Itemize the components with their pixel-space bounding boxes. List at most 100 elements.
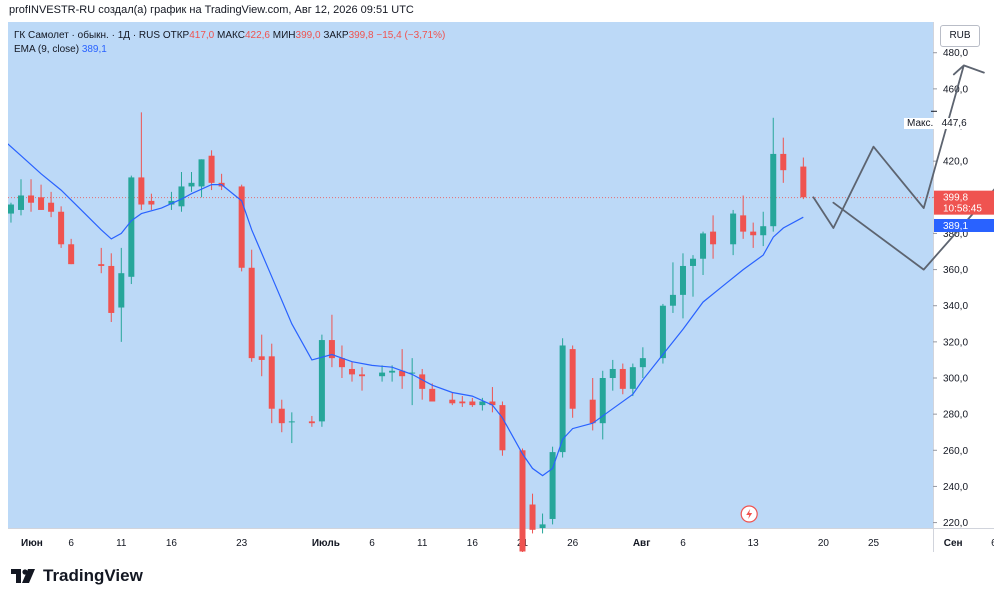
last-price-tag-value: 399,8: [943, 193, 968, 204]
candle-body: [148, 200, 155, 205]
last-price-tag-timer: 10:58:45: [943, 204, 982, 215]
x-tick-label: Сен: [944, 538, 963, 549]
candle-body: [108, 265, 115, 313]
y-tick-label: 460,0: [943, 84, 968, 95]
candle-body: [589, 399, 596, 424]
max-label-value: 447,6: [941, 118, 967, 129]
y-tick-label: 240,0: [943, 482, 968, 493]
candle-body: [379, 372, 386, 377]
tradingview-brand: TradingView: [43, 566, 143, 585]
candle-body: [549, 452, 556, 519]
open-value: 417,0: [189, 30, 215, 41]
candle-body: [449, 399, 456, 404]
candle-body: [8, 204, 14, 214]
candle-body: [479, 401, 486, 406]
candle-body: [168, 200, 175, 205]
x-tick-label: Июль: [312, 538, 340, 549]
x-tick-label: 6: [369, 538, 375, 549]
candle-body: [559, 345, 566, 453]
candle-body: [308, 421, 315, 424]
candle-body: [669, 294, 676, 306]
candlestick-chart[interactable]: 220,0 240,0 260,0 280,0 300,0 320,0 340,0 360,0…: [8, 22, 994, 552]
plot-background: [8, 22, 933, 528]
candle-body: [318, 340, 325, 422]
candle-body: [58, 211, 65, 245]
tradingview-logo[interactable]: TradingView: [11, 566, 143, 586]
low-value: 399,0: [295, 30, 321, 41]
candle-body: [629, 367, 636, 389]
candle-body: [710, 231, 717, 245]
candle-body: [238, 186, 245, 268]
candle-body: [188, 182, 195, 187]
x-tick-label: 20: [818, 538, 830, 549]
candle-body: [328, 340, 335, 359]
candle-body: [38, 197, 45, 210]
ema-tag: [934, 218, 994, 232]
candle-body: [469, 401, 476, 406]
candle-body: [348, 368, 355, 375]
candle-body: [760, 226, 767, 236]
candle-body: [98, 264, 105, 266]
x-tick-label: 16: [166, 538, 178, 549]
candle-body: [278, 408, 285, 424]
candle-body: [770, 153, 777, 227]
x-tick-label: 25: [868, 538, 880, 549]
high-value: 422,6: [244, 30, 270, 41]
candle-body: [429, 388, 436, 402]
candle-body: [68, 244, 75, 265]
candle-body: [389, 370, 396, 373]
candle-body: [639, 358, 646, 368]
lightning-glyph: [746, 509, 753, 519]
candle-body: [489, 401, 496, 406]
candle-body: [118, 273, 125, 308]
candle-body: [539, 524, 546, 528]
last-price-tag: [934, 190, 994, 215]
candle-body: [399, 370, 406, 377]
candle-body: [409, 372, 416, 374]
candle-body: [48, 202, 55, 212]
candles-group: [8, 112, 807, 552]
close-label: ЗАКР: [323, 30, 349, 41]
candle-body: [499, 405, 506, 451]
candle-body: [599, 378, 606, 424]
candle-body: [730, 213, 737, 245]
candle-body: [780, 153, 787, 171]
candle-body: [138, 177, 145, 205]
open-label: ОТКР: [162, 30, 190, 41]
candle-body: [248, 267, 255, 359]
x-tick-label: 13: [748, 538, 760, 549]
x-tick-label: Июн: [21, 538, 43, 549]
candle-body: [459, 401, 466, 404]
forecast-arrow: [832, 188, 994, 271]
candle-body: [419, 374, 426, 389]
x-tick-label: 6: [991, 538, 994, 549]
candle-body: [28, 195, 35, 203]
ema-line: [8, 143, 804, 477]
currency-button[interactable]: RUB: [940, 25, 980, 47]
max-price-label: Макс. 447,6: [904, 118, 970, 129]
x-tick-label: 11: [417, 538, 428, 549]
candle-body: [679, 265, 686, 295]
legend-row-ohlc: ГК Самолет · обыкн. · 1Д · RUS ОТКР417,0…: [14, 29, 445, 43]
candle-body: [338, 358, 345, 368]
y-tick-label: 220,0: [943, 518, 968, 529]
candle-body: [128, 177, 135, 277]
x-tick-label: 26: [567, 538, 579, 549]
candle-body: [359, 374, 366, 377]
high-label: МАКС: [217, 30, 245, 41]
legend-row-ema: EMA (9, close) 389,1: [14, 43, 445, 57]
y-tick-label: 280,0: [943, 410, 968, 421]
low-label: МИН: [272, 30, 296, 41]
y-tick-label: 260,0: [943, 446, 968, 457]
candle-body: [659, 305, 666, 359]
candle-body: [178, 186, 185, 207]
x-tick-label: 11: [116, 538, 127, 549]
candle-body: [198, 159, 205, 187]
candle-body: [700, 233, 707, 259]
close-value: 399,8: [348, 30, 374, 41]
y-tick-label: 320,0: [943, 337, 968, 348]
x-tick-label: 16: [467, 538, 479, 549]
candle-body: [208, 155, 215, 183]
x-tick-label: 6: [68, 538, 74, 549]
max-label-text: Макс.: [907, 118, 934, 129]
